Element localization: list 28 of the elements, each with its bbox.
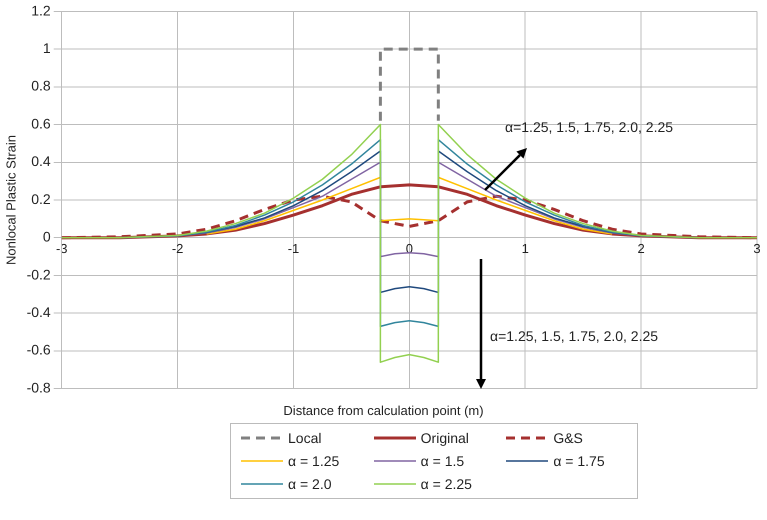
y-tick-label: -0.6 xyxy=(26,342,51,358)
legend-label: α = 1.25 xyxy=(288,453,340,469)
annotation: α=1.25, 1.5, 1.75, 2.0, 2.25 xyxy=(505,118,674,135)
legend-label: Local xyxy=(288,430,322,446)
x-axis-title: Distance from calculation point (m) xyxy=(282,403,485,418)
x-tick-label: 2 xyxy=(638,241,645,256)
x-tick-label: -1 xyxy=(288,241,300,256)
y-tick-label: -0.8 xyxy=(26,379,51,396)
legend-label: G&S xyxy=(553,430,583,446)
y-tick-label: 0.6 xyxy=(31,115,51,132)
y-tick-label: 1.2 xyxy=(31,2,51,18)
x-tick-label: 1 xyxy=(522,241,529,256)
y-tick-label: -0.4 xyxy=(26,304,51,320)
annotation: α=1.25, 1.5, 1.75, 2.0, 2.25 xyxy=(490,328,658,344)
x-tick-label: 3 xyxy=(753,241,761,256)
y-axis-title: Nonlocal Plastic Strain xyxy=(3,134,18,266)
legend-label: Original xyxy=(420,430,469,446)
x-tick-label: -2 xyxy=(172,241,184,256)
y-tick-label: 0.4 xyxy=(31,153,51,170)
y-tick-label: 1 xyxy=(42,40,51,56)
y-tick-label: 0 xyxy=(42,228,51,245)
legend-label: α = 2.25 xyxy=(420,476,472,492)
y-tick-label: -0.2 xyxy=(26,266,51,282)
y-tick-label: 0.8 xyxy=(31,78,51,94)
legend-label: α = 1.75 xyxy=(553,453,605,469)
legend-label: α = 2.0 xyxy=(288,476,332,492)
y-tick-label: 0.2 xyxy=(31,190,51,207)
legend-label: α = 1.5 xyxy=(420,453,464,469)
